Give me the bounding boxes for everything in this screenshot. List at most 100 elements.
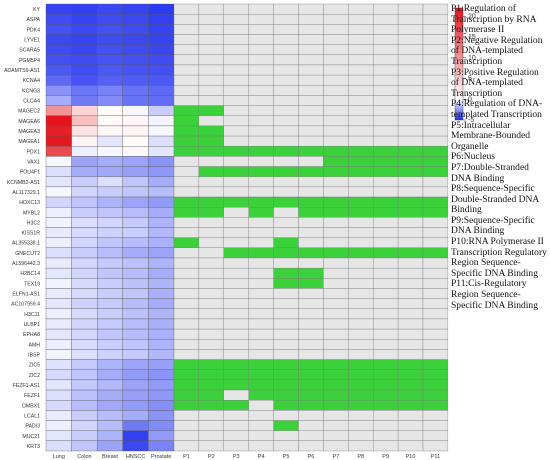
pathway-cell — [248, 74, 274, 86]
pathway-cell — [348, 410, 374, 421]
expression-cell — [122, 298, 149, 309]
pathway-cell — [273, 430, 299, 442]
pathway-cell — [397, 257, 424, 269]
pathway-cell — [422, 257, 449, 269]
pathway-cell — [198, 420, 224, 431]
pathway-cell — [422, 64, 449, 76]
pathway-cell — [323, 13, 349, 25]
expression-cell — [148, 318, 175, 330]
pathway-cell — [223, 349, 249, 360]
pathway-cell — [348, 440, 374, 452]
expression-cell — [71, 308, 98, 320]
pathway-cell — [298, 420, 324, 431]
pathway-cell — [373, 339, 399, 350]
pathway-cell — [397, 54, 424, 66]
pathway-cell — [373, 369, 399, 381]
pathway-cell — [348, 430, 374, 442]
pathway-cell — [373, 359, 399, 370]
gene-label: LYVE1 — [24, 38, 40, 44]
pathway-cell — [298, 430, 324, 442]
expression-cell — [71, 420, 98, 431]
pathway-cell — [273, 217, 299, 228]
color-bar-tick-label: 5 — [468, 76, 472, 83]
pathway-cell — [298, 24, 324, 35]
expression-cell — [148, 95, 175, 106]
gene-label: POU4F1 — [20, 170, 40, 176]
gene-label: AL355338.1 — [12, 241, 40, 247]
expression-cell — [45, 288, 72, 299]
pathway-cell — [373, 288, 399, 299]
pathway-cell — [397, 237, 424, 248]
gene-label: ELFN1-AS1 — [12, 292, 40, 298]
pathway-cell — [173, 64, 200, 76]
pathway-cell — [223, 217, 249, 228]
gene-label: PDK4 — [26, 27, 40, 33]
pathway-cell — [422, 3, 449, 15]
expression-cell — [71, 196, 98, 208]
pathway-cell — [422, 135, 449, 147]
pathway-cell — [422, 278, 449, 289]
expression-cell — [71, 135, 98, 147]
pathway-cell — [273, 359, 299, 370]
pathway-cell — [248, 400, 274, 411]
pathway-cell — [298, 308, 324, 320]
pathway-cell — [397, 146, 424, 157]
expression-cell — [45, 24, 72, 35]
expression-cell — [122, 95, 149, 106]
pathway-cell — [348, 207, 374, 218]
expression-cell — [122, 54, 149, 66]
pathway-cell — [198, 115, 224, 127]
pathway-cell — [422, 369, 449, 381]
expression-cell — [45, 247, 72, 259]
gene-label: MAGEA1 — [18, 139, 40, 145]
pathway-cell — [298, 339, 324, 350]
pathway-cell — [248, 95, 274, 106]
pathway-cell — [273, 389, 299, 401]
pathway-cell — [248, 146, 274, 157]
pathway-cell — [422, 410, 449, 421]
pathway-cell — [422, 420, 449, 431]
gene-label: GNECUT2 — [15, 251, 40, 257]
expression-cell — [148, 196, 175, 208]
pathway-cell — [373, 105, 399, 116]
expression-cell — [71, 13, 98, 25]
pathway-cell — [298, 247, 324, 259]
expression-cell — [97, 196, 123, 208]
pathway-cell — [397, 420, 424, 431]
expression-cell — [71, 85, 98, 96]
pathway-cell — [198, 389, 224, 401]
pathway-cell — [198, 176, 224, 188]
pathway-cell — [298, 207, 324, 218]
pathway-cell — [248, 430, 274, 442]
pathway-cell — [198, 64, 224, 76]
pathway-cell — [397, 359, 424, 370]
pathway-cell — [397, 115, 424, 127]
expression-cell — [45, 135, 72, 147]
pathway-cell — [373, 135, 399, 147]
pathway-cell — [422, 54, 449, 66]
pathway-cell — [397, 217, 424, 228]
pathway-cell — [348, 95, 374, 106]
pathway-cell — [273, 44, 299, 55]
pathway-cell — [422, 146, 449, 157]
pathway-cell — [223, 74, 249, 86]
expression-cell — [45, 278, 72, 289]
pathway-cell — [298, 64, 324, 76]
pathway-cell — [273, 339, 299, 350]
expression-cell — [148, 13, 175, 25]
pathway-cell — [248, 288, 274, 299]
pathway-cell — [273, 105, 299, 116]
pathway-cell — [173, 288, 200, 299]
pathway-cell — [173, 176, 200, 188]
pathway-cell — [348, 115, 374, 127]
pathway-cell — [223, 369, 249, 381]
pathway-cell — [248, 369, 274, 381]
expression-cell — [45, 95, 72, 106]
pathway-cell — [422, 227, 449, 238]
pathway-cell — [173, 267, 200, 279]
pathway-cell — [397, 34, 424, 45]
pathway-cell — [223, 207, 249, 218]
pathway-cell — [373, 54, 399, 66]
expression-cell — [148, 400, 175, 411]
pathway-cell — [173, 440, 200, 452]
